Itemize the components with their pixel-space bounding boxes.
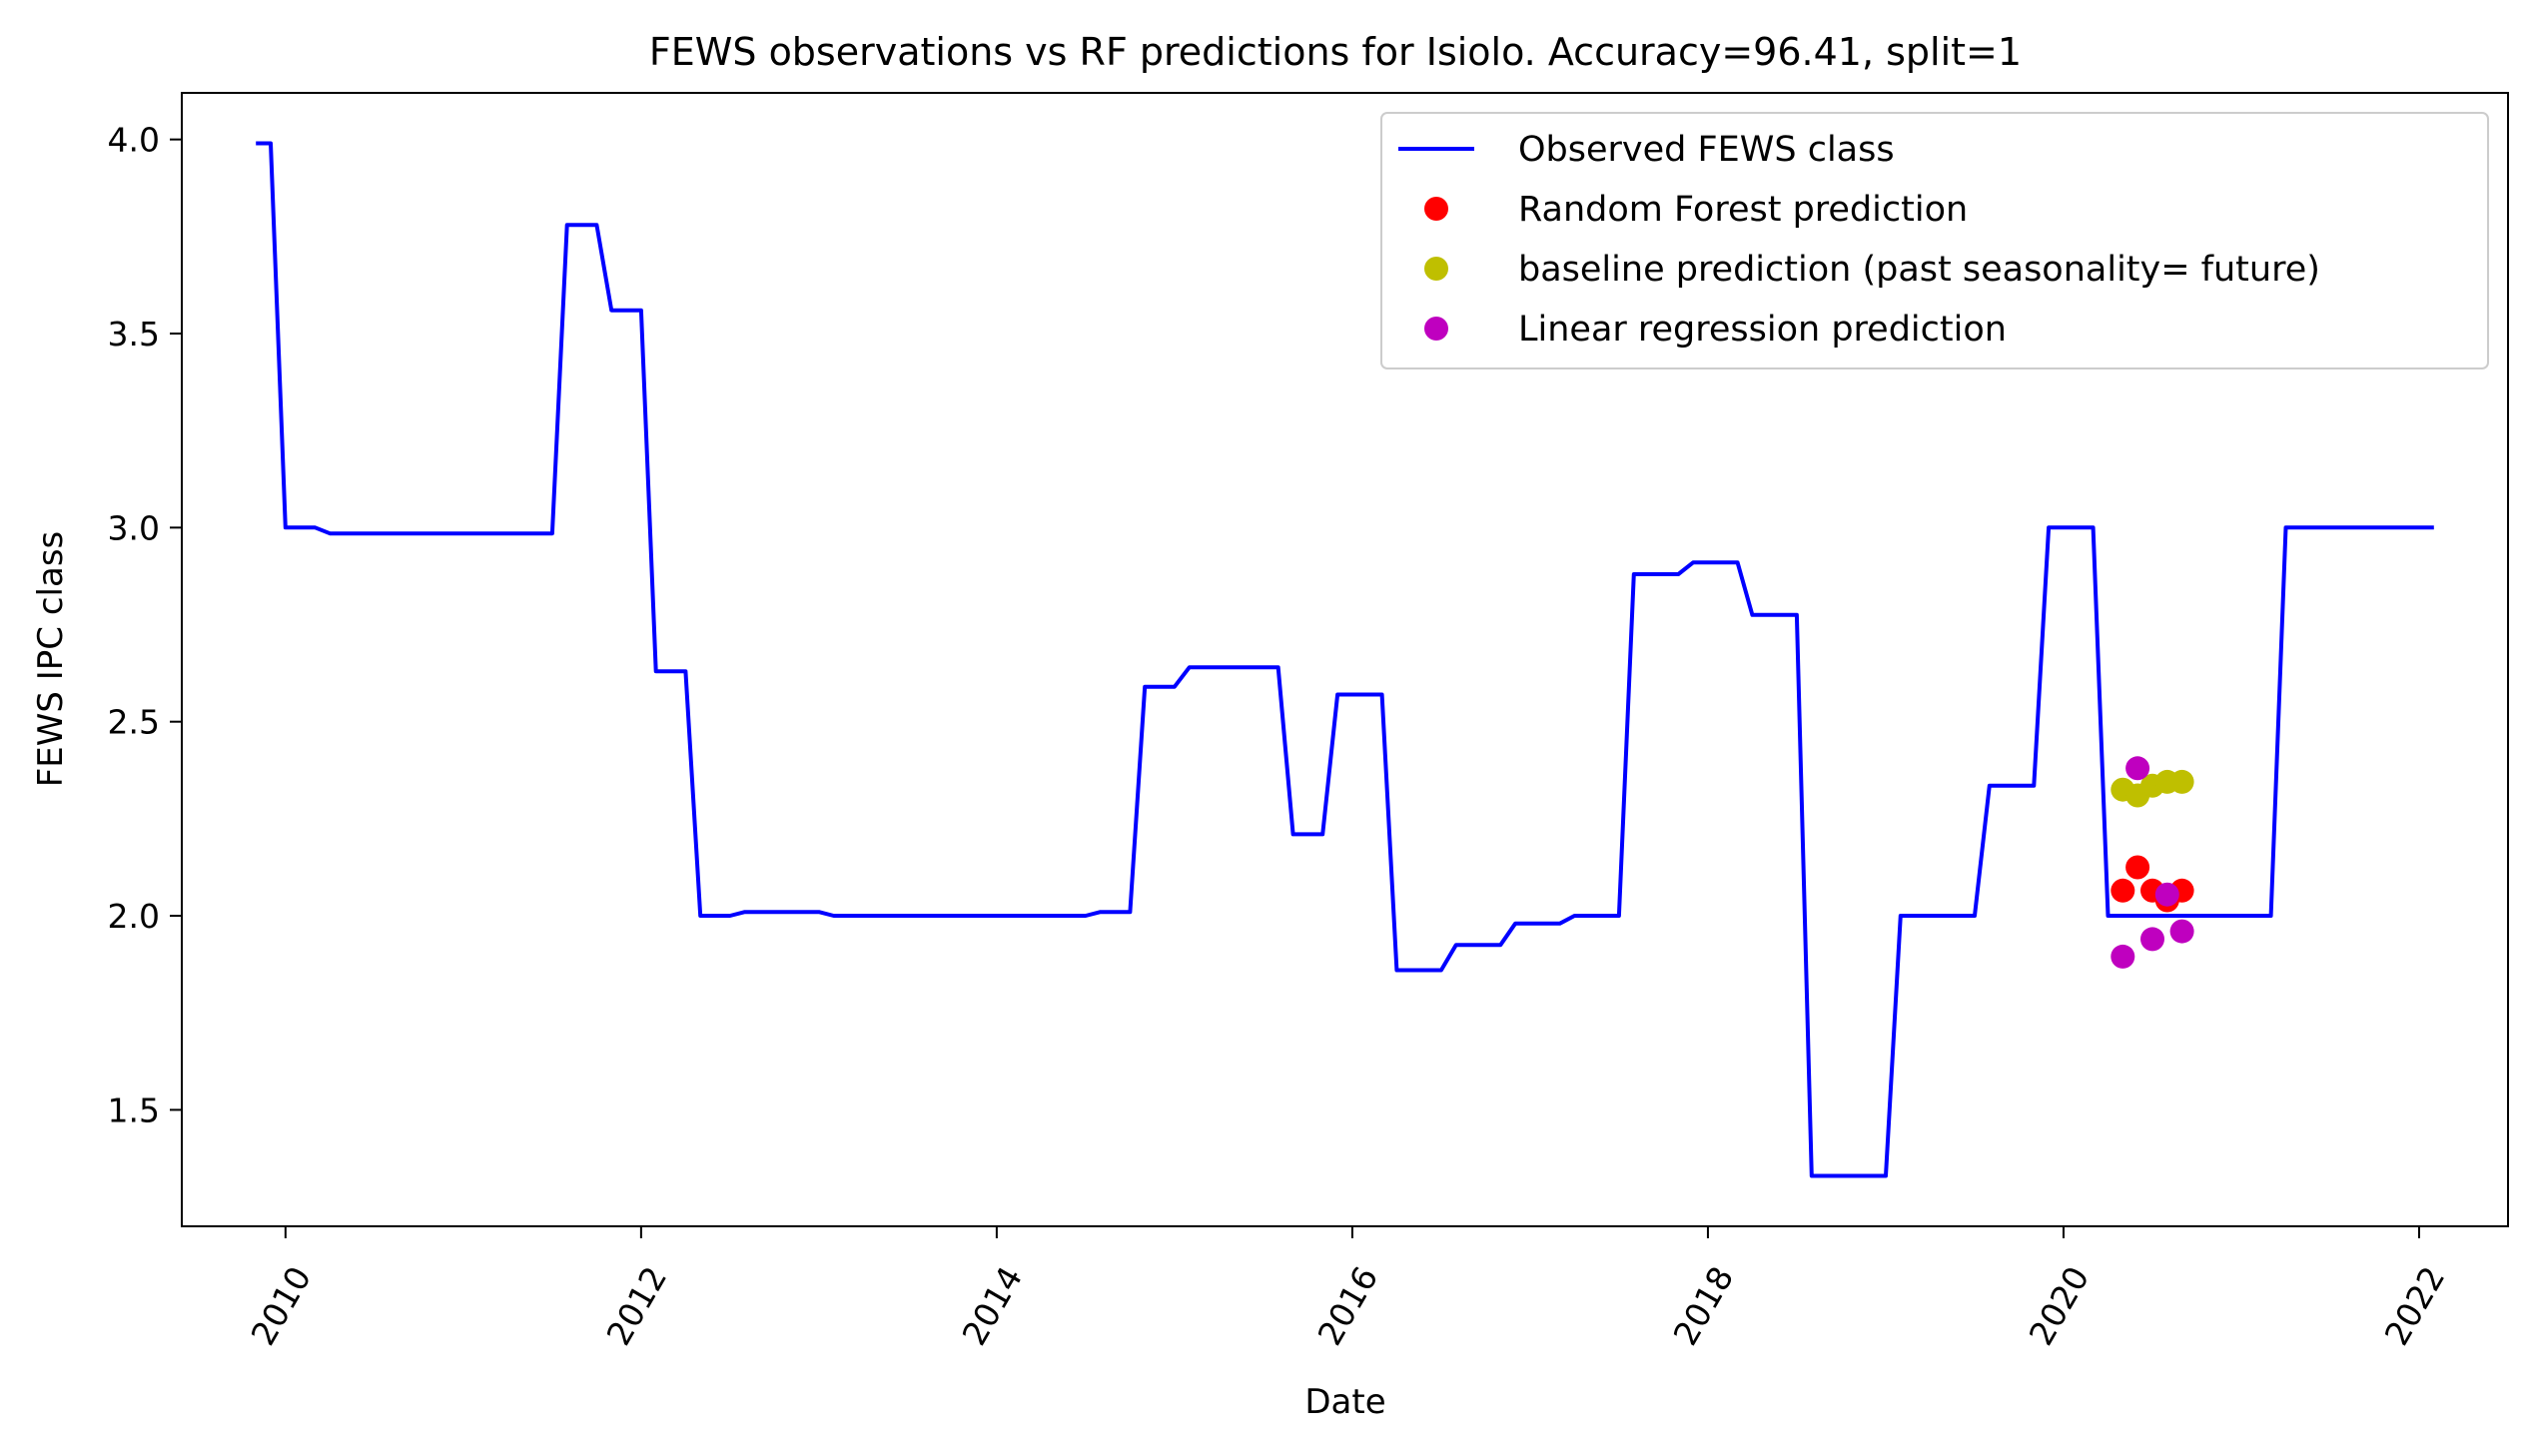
series-3-point <box>2169 919 2194 944</box>
legend-dot-marker <box>1424 317 1448 341</box>
series-1-point <box>2111 878 2135 903</box>
legend: Observed FEWS class Random Forest predict… <box>1380 112 2489 369</box>
chart-title: FEWS observations vs RF predictions for … <box>649 30 2022 74</box>
series-3-point <box>2111 944 2135 969</box>
series-2-point <box>2169 769 2194 794</box>
plot-layer <box>256 141 2434 1178</box>
x-axis-label: Date <box>1304 1382 1385 1422</box>
y-tick-label: 2.0 <box>108 897 160 936</box>
legend-label: Random Forest prediction <box>1518 190 1968 230</box>
series-1-point <box>2125 855 2150 880</box>
y-tick-label: 2.5 <box>108 703 160 742</box>
legend-entries: Observed FEWS class Random Forest predict… <box>1398 130 2320 350</box>
legend-dot-marker <box>1424 197 1448 221</box>
series-line-observed <box>256 141 2434 1178</box>
series-3-point <box>2154 882 2179 907</box>
legend-label: baseline prediction (past seasonality= f… <box>1518 250 2320 290</box>
series-3-point <box>2140 927 2164 952</box>
legend-label: Linear regression prediction <box>1518 310 2007 350</box>
series-3-point <box>2125 756 2150 781</box>
legend-label: Observed FEWS class <box>1518 130 1895 170</box>
legend-box <box>1380 112 2489 369</box>
y-axis-label: FEWS IPC class <box>31 531 71 788</box>
y-tick-label: 1.5 <box>108 1091 160 1129</box>
y-tick-label: 4.0 <box>108 121 160 160</box>
y-tick-label: 3.0 <box>108 508 160 547</box>
y-tick-label: 3.5 <box>108 315 160 354</box>
plot-frame <box>181 92 2509 1227</box>
legend-dot-marker <box>1424 257 1448 281</box>
